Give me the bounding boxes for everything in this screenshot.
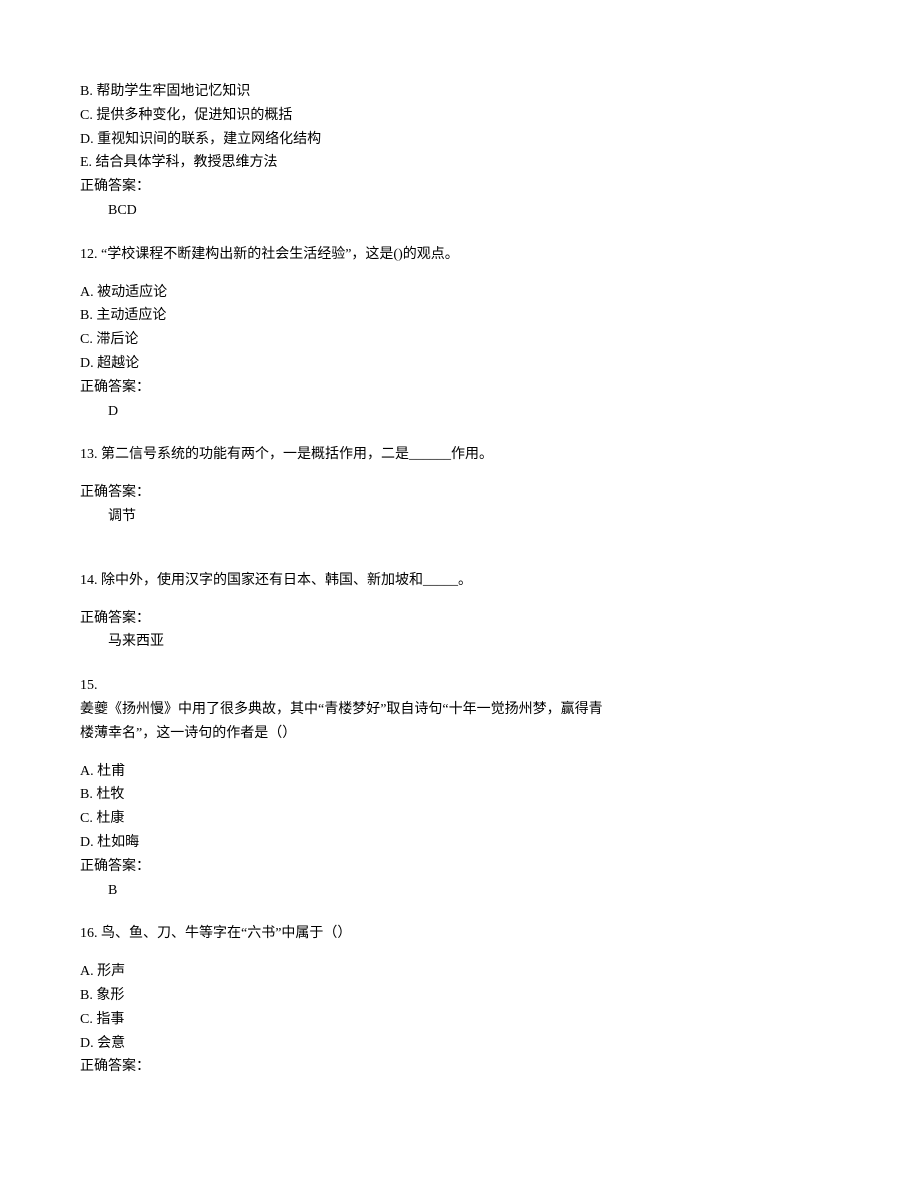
answer-label: 正确答案： xyxy=(80,481,840,505)
option-c: C. 提供多种变化，促进知识的概括 xyxy=(80,104,840,128)
question-number: 13. xyxy=(80,447,101,462)
option-c: C. 滞后论 xyxy=(80,328,840,352)
option-c: C. 杜康 xyxy=(80,807,840,831)
answer-value: D xyxy=(80,400,840,424)
question-number: 16. xyxy=(80,926,101,941)
answer-label: 正确答案： xyxy=(80,607,840,631)
question-16: 16. 鸟、鱼、刀、牛等字在“六书”中属于（） A. 形声 B. 象形 C. 指… xyxy=(80,922,840,1079)
option-c: C. 指事 xyxy=(80,1008,840,1032)
question-12: 12. “学校课程不断建构出新的社会生活经验”，这是()的观点。 A. 被动适应… xyxy=(80,243,840,424)
option-d: D. 会意 xyxy=(80,1032,840,1056)
question-number: 12. xyxy=(80,247,101,262)
question-line: 12. “学校课程不断建构出新的社会生活经验”，这是()的观点。 xyxy=(80,243,840,267)
answer-label: 正确答案： xyxy=(80,1055,840,1079)
answer-label: 正确答案： xyxy=(80,175,840,199)
spacer xyxy=(80,267,840,281)
spacer xyxy=(80,549,840,569)
option-a: A. 杜甫 xyxy=(80,760,840,784)
answer-value: 调节 xyxy=(80,505,840,529)
spacer xyxy=(80,746,840,760)
option-e: E. 结合具体学科，教授思维方法 xyxy=(80,151,840,175)
option-d: D. 重视知识间的联系，建立网络化结构 xyxy=(80,128,840,152)
option-b: B. 杜牧 xyxy=(80,783,840,807)
question-line: 16. 鸟、鱼、刀、牛等字在“六书”中属于（） xyxy=(80,922,840,946)
question-text: 第二信号系统的功能有两个，一是概括作用，二是______作用。 xyxy=(101,447,493,462)
answer-value: BCD xyxy=(80,199,840,223)
spacer xyxy=(80,946,840,960)
question-text-line2: 楼薄幸名”，这一诗句的作者是（） xyxy=(80,722,840,746)
spacer xyxy=(80,467,840,481)
answer-value: 马来西亚 xyxy=(80,630,840,654)
option-d: D. 杜如晦 xyxy=(80,831,840,855)
option-b: B. 主动适应论 xyxy=(80,304,840,328)
question-text: “学校课程不断建构出新的社会生活经验”，这是()的观点。 xyxy=(101,247,459,262)
answer-label: 正确答案： xyxy=(80,376,840,400)
question-line: 14. 除中外，使用汉字的国家还有日本、韩国、新加坡和_____。 xyxy=(80,569,840,593)
option-d: D. 超越论 xyxy=(80,352,840,376)
question-text: 除中外，使用汉字的国家还有日本、韩国、新加坡和_____。 xyxy=(101,573,472,588)
question-11-partial: B. 帮助学生牢固地记忆知识 C. 提供多种变化，促进知识的概括 D. 重视知识… xyxy=(80,80,840,223)
question-13: 13. 第二信号系统的功能有两个，一是概括作用，二是______作用。 正确答案… xyxy=(80,443,840,528)
option-a: A. 被动适应论 xyxy=(80,281,840,305)
question-number: 14. xyxy=(80,573,101,588)
option-b: B. 帮助学生牢固地记忆知识 xyxy=(80,80,840,104)
spacer xyxy=(80,593,840,607)
option-a: A. 形声 xyxy=(80,960,840,984)
option-b: B. 象形 xyxy=(80,984,840,1008)
question-number: 15. xyxy=(80,674,840,698)
question-15: 15. 姜夔《扬州慢》中用了很多典故，其中“青楼梦好”取自诗句“十年一觉扬州梦，… xyxy=(80,674,840,902)
answer-value: B xyxy=(80,879,840,903)
question-text-line1: 姜夔《扬州慢》中用了很多典故，其中“青楼梦好”取自诗句“十年一觉扬州梦，赢得青 xyxy=(80,698,840,722)
answer-label: 正确答案： xyxy=(80,855,840,879)
question-text: 鸟、鱼、刀、牛等字在“六书”中属于（） xyxy=(101,926,351,941)
question-line: 13. 第二信号系统的功能有两个，一是概括作用，二是______作用。 xyxy=(80,443,840,467)
question-14: 14. 除中外，使用汉字的国家还有日本、韩国、新加坡和_____。 正确答案： … xyxy=(80,569,840,654)
